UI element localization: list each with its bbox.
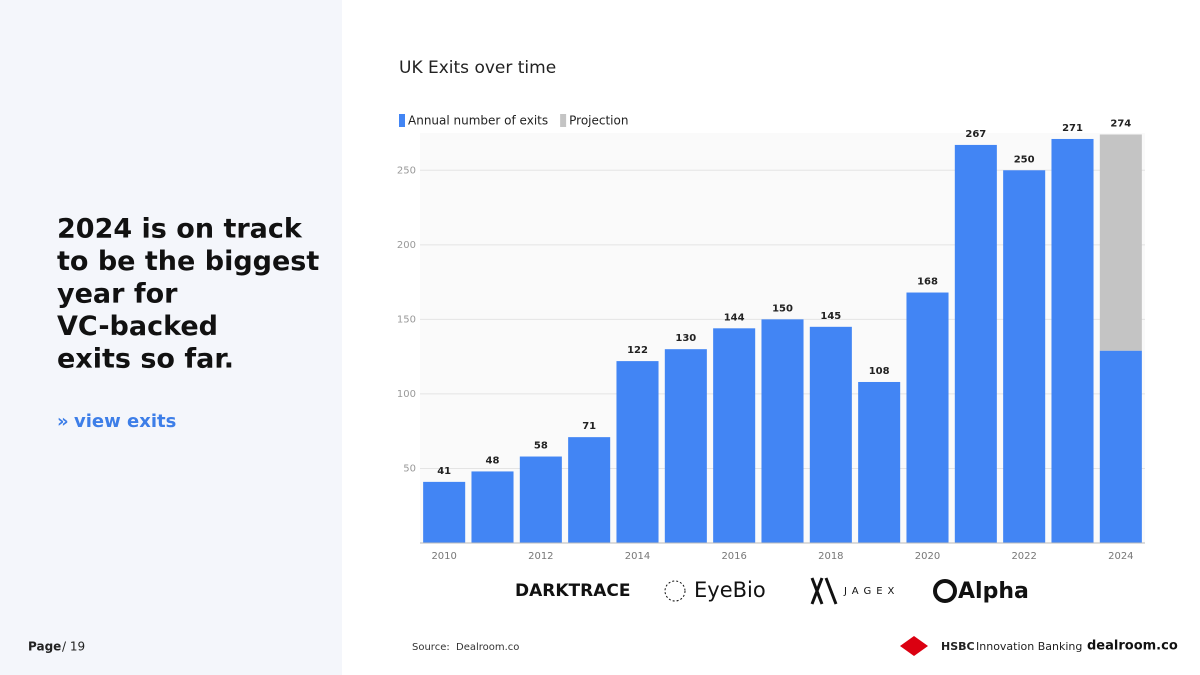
x-tick-label: 2022 [1011, 551, 1036, 562]
legend-swatch [399, 114, 405, 127]
bar [1051, 138, 1094, 544]
headline: exits so far. [57, 344, 234, 375]
bar [954, 144, 997, 543]
data-label: 122 [627, 345, 648, 356]
logo-icon [933, 579, 957, 603]
data-label: 48 [486, 455, 500, 466]
bar [713, 328, 756, 543]
bar [1003, 170, 1046, 544]
x-tick-label: 2014 [625, 551, 650, 562]
x-tick-label: 2018 [818, 551, 843, 562]
footer-logo: HSBC [941, 640, 975, 653]
y-tick-label: 200 [397, 240, 416, 251]
bar [568, 437, 611, 543]
x-tick-label: 2024 [1108, 551, 1133, 562]
logo-icon [810, 577, 838, 605]
data-label: 150 [772, 303, 793, 314]
headline: to be the biggest [57, 246, 319, 277]
bar [761, 319, 804, 543]
data-label: 108 [869, 366, 890, 377]
headline: 2024 is on track [57, 214, 303, 245]
chart-title: UK Exits over time [399, 58, 556, 78]
page-total: / 19 [62, 640, 85, 654]
y-tick-label: 150 [397, 314, 416, 325]
link-marker[interactable]: » [57, 411, 69, 432]
headline: year for [57, 279, 178, 310]
data-label: 58 [534, 441, 548, 452]
data-label: 41 [437, 466, 451, 477]
logo: EyeBio [694, 578, 766, 602]
legend-swatch [560, 114, 567, 127]
hsbc-icon [900, 636, 928, 656]
bar [1099, 134, 1142, 351]
source-label: Source: [412, 642, 450, 653]
x-tick-label: 2020 [915, 551, 940, 562]
logo: JAGEX [843, 586, 899, 597]
bar [858, 381, 901, 543]
legend-label: Projection [569, 114, 628, 128]
logo: Alpha [958, 579, 1029, 604]
data-label: 267 [965, 129, 986, 140]
y-tick-label: 50 [403, 463, 416, 474]
data-label: 250 [1014, 154, 1035, 165]
bar [471, 471, 514, 543]
data-label: 271 [1062, 123, 1083, 134]
data-label: 71 [582, 421, 596, 432]
legend-label: Annual number of exits [408, 114, 548, 128]
footer-logo: dealroom.co [1087, 639, 1178, 654]
data-label: 168 [917, 277, 938, 288]
logo: DARKTRACE [515, 581, 630, 601]
data-label: 130 [675, 333, 696, 344]
x-tick-label: 2016 [721, 551, 746, 562]
bar [809, 326, 852, 543]
y-tick-label: 100 [397, 389, 416, 400]
y-tick-label: 250 [397, 165, 416, 176]
bar [519, 456, 562, 543]
x-tick-label: 2010 [431, 551, 456, 562]
bar [906, 292, 949, 543]
link[interactable]: view exits [74, 411, 176, 432]
logo-icon [664, 580, 686, 602]
footer-logo: Innovation Banking [976, 640, 1082, 653]
data-label: 145 [820, 311, 841, 322]
side-panel [0, 0, 342, 675]
data-label: 144 [724, 312, 745, 323]
bar [423, 481, 466, 543]
bar [664, 349, 707, 543]
bar [616, 361, 659, 543]
source: Dealroom.co [456, 642, 519, 653]
x-tick-label: 2012 [528, 551, 553, 562]
data-label: 274 [1110, 118, 1131, 129]
headline: VC-backed [57, 311, 218, 342]
page-label: Page [28, 640, 61, 654]
bar [1099, 350, 1142, 543]
